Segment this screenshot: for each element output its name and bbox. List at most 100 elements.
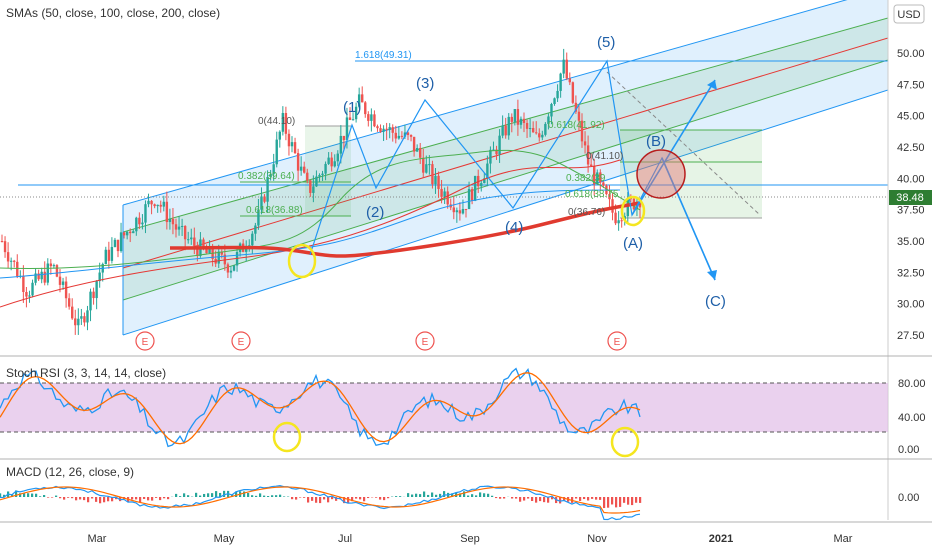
macd-histogram-bar bbox=[95, 497, 98, 502]
candle-body bbox=[187, 239, 190, 241]
candle-body bbox=[52, 265, 56, 267]
svg-text:E: E bbox=[142, 337, 149, 348]
fib-label-0382-39: 0.382(39 bbox=[566, 173, 606, 184]
stoch-rsi-title[interactable]: Stoch RSI (3, 3, 14, 14, close) bbox=[6, 366, 166, 380]
yellow-circle-stoch-2 bbox=[610, 426, 640, 458]
candle-body bbox=[382, 128, 385, 132]
wave-b-label: (B) bbox=[646, 133, 666, 150]
fib-label-0618-4192: 0.618(41.92) bbox=[548, 120, 605, 131]
macd-histogram-bar bbox=[35, 493, 38, 497]
macd-histogram-bar bbox=[395, 496, 398, 497]
macd-histogram-bar bbox=[307, 497, 310, 503]
macd-histogram-bar bbox=[467, 495, 470, 497]
macd-histogram-bar bbox=[55, 495, 58, 497]
candle-body bbox=[162, 201, 165, 207]
macd-histogram-bar bbox=[407, 493, 410, 497]
candle-body bbox=[171, 218, 175, 225]
time-tick: 2021 bbox=[709, 533, 733, 545]
candle-body bbox=[428, 164, 431, 166]
macd-histogram-bar bbox=[115, 497, 118, 500]
macd-histogram-bar bbox=[379, 497, 382, 500]
price-axis[interactable]: 50.00 47.50 45.00 42.50 40.00 37.50 35.00 32.50… bbox=[897, 48, 925, 342]
macd-histogram-bar bbox=[631, 497, 634, 506]
macd-histogram-bar bbox=[23, 493, 26, 497]
candle-body bbox=[6, 252, 10, 262]
earnings-marker[interactable]: E bbox=[607, 331, 627, 351]
macd-histogram-bar bbox=[299, 497, 302, 498]
time-tick: Mar bbox=[88, 533, 107, 545]
candle-body bbox=[467, 189, 471, 210]
candle-body bbox=[528, 128, 532, 130]
macd-histogram-bar bbox=[463, 491, 466, 497]
earnings-marker[interactable]: E bbox=[135, 331, 155, 351]
price-tick: 45.00 bbox=[897, 111, 925, 123]
macd-histogram-bar bbox=[587, 497, 590, 501]
macd-histogram-bar bbox=[83, 497, 86, 501]
candle-body bbox=[122, 232, 126, 236]
price-tick: 50.00 bbox=[897, 48, 925, 60]
wave-3-label: (3) bbox=[416, 75, 434, 92]
candle-body bbox=[443, 191, 446, 197]
macd-histogram-bar bbox=[283, 496, 286, 497]
candle-body bbox=[138, 217, 141, 225]
candle-body bbox=[150, 200, 153, 205]
candle-body bbox=[568, 78, 571, 83]
candle-body bbox=[550, 104, 553, 117]
macd-panel bbox=[0, 485, 642, 521]
macd-histogram-bar bbox=[271, 495, 274, 497]
fib-label-0618-3875: 0.618(38.75 bbox=[565, 189, 619, 200]
macd-histogram-bar bbox=[511, 497, 514, 499]
macd-histogram-bar bbox=[27, 493, 30, 497]
macd-histogram-bar bbox=[423, 491, 426, 497]
sma-legend[interactable]: SMAs (50, close, 100, close, 200, close) bbox=[6, 6, 220, 20]
macd-histogram-bar bbox=[487, 493, 490, 497]
candle-body bbox=[159, 204, 162, 207]
candle-body bbox=[437, 175, 440, 189]
macd-histogram-bar bbox=[491, 495, 494, 497]
candle-body bbox=[504, 125, 507, 136]
macd-histogram-bar bbox=[323, 497, 326, 500]
macd-histogram-bar bbox=[551, 497, 554, 500]
macd-histogram-bar bbox=[67, 497, 70, 498]
macd-histogram-bar bbox=[419, 494, 422, 497]
candle-body bbox=[425, 164, 428, 173]
macd-histogram-bar bbox=[503, 497, 506, 499]
earnings-marker[interactable]: E bbox=[415, 331, 435, 351]
last-price-badge bbox=[889, 190, 932, 205]
macd-histogram-bar bbox=[611, 497, 614, 505]
candle-body bbox=[348, 117, 352, 120]
candle-body bbox=[385, 128, 388, 130]
fib-label-0-4110: 0(41.10) bbox=[586, 151, 623, 162]
candle-body bbox=[83, 316, 86, 323]
macd-histogram-bar bbox=[607, 497, 610, 508]
candle-body bbox=[464, 209, 468, 211]
candle-body bbox=[104, 249, 107, 265]
candle-body bbox=[67, 298, 71, 307]
macd-histogram-bar bbox=[559, 497, 562, 504]
macd-histogram-bar bbox=[635, 497, 638, 503]
candle-body bbox=[345, 117, 349, 141]
time-axis[interactable]: Mar May Jul Sep Nov 2021 Mar bbox=[88, 533, 853, 545]
candle-body bbox=[602, 182, 605, 186]
candle-body bbox=[306, 172, 309, 181]
fib-box-right bbox=[620, 130, 762, 218]
candle-body bbox=[318, 175, 321, 177]
candle-body bbox=[25, 292, 28, 297]
currency-badge[interactable] bbox=[893, 4, 925, 24]
macd-histogram-bar bbox=[103, 497, 106, 503]
macd-histogram-bar bbox=[431, 492, 434, 497]
macd-histogram-bar bbox=[211, 493, 214, 497]
candle-body bbox=[86, 310, 89, 323]
macd-title[interactable]: MACD (12, 26, close, 9) bbox=[6, 465, 134, 479]
candle-body bbox=[391, 127, 394, 133]
candle-body bbox=[208, 245, 211, 254]
time-tick: Sep bbox=[460, 533, 480, 545]
earnings-marker[interactable]: E bbox=[231, 331, 251, 351]
candle-body bbox=[180, 225, 184, 227]
candle-body bbox=[55, 265, 59, 277]
candle-body bbox=[538, 133, 541, 138]
wave-5-label: (5) bbox=[597, 34, 615, 51]
candle-body bbox=[257, 209, 260, 226]
macd-histogram-bar bbox=[443, 491, 446, 497]
